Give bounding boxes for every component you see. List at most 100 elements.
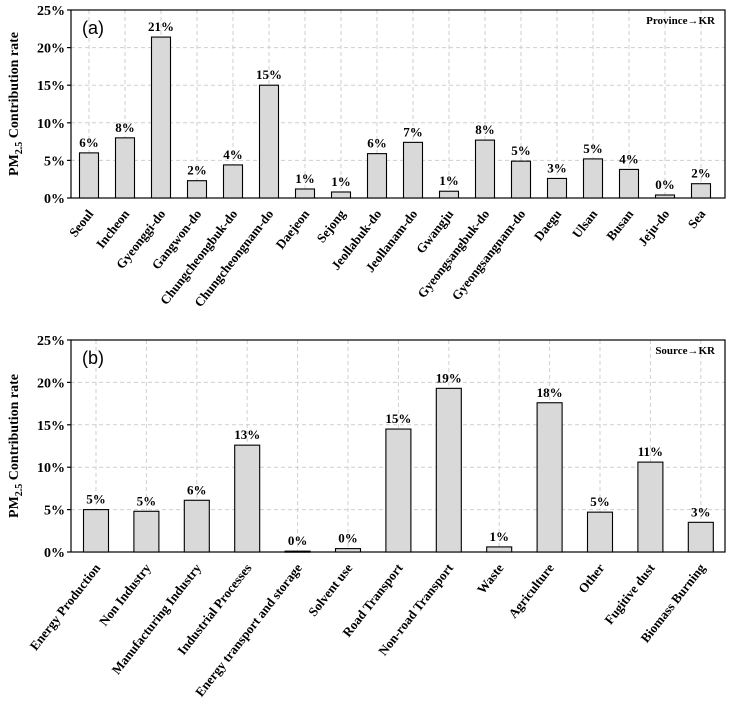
x-tick-label: Energy transport and storage (192, 560, 305, 699)
x-tick-label: Manufacturing Industry (109, 560, 205, 677)
bar (82, 509, 110, 553)
bar (222, 164, 244, 199)
bar (687, 521, 714, 553)
data-label: 0% (338, 531, 358, 546)
data-label: 8% (475, 122, 495, 137)
bar (637, 461, 664, 553)
x-tick-label: Agriculture (505, 560, 557, 620)
bar (186, 180, 208, 199)
y-tick-label: 20% (37, 42, 65, 57)
bar (258, 84, 280, 199)
bar (402, 141, 424, 199)
x-tick-label: Solvent use (305, 560, 355, 619)
bar (586, 511, 614, 553)
y-tick-label: 25% (37, 334, 65, 349)
data-label: 11% (638, 444, 663, 459)
data-label: 4% (619, 151, 639, 166)
bar (334, 548, 362, 553)
bar (183, 499, 210, 553)
chart-panel-a: 0%5%10%15%20%25%6%Seoul8%Incheon21%Gyeon… (7, 4, 726, 310)
data-label: 1% (331, 174, 351, 189)
data-label: 1% (295, 171, 315, 186)
y-axis-title-rest: Contribution rate (7, 32, 22, 142)
data-label: 18% (537, 385, 563, 400)
data-label: 0% (288, 533, 308, 548)
data-label: 6% (79, 135, 99, 150)
y-tick-label: 15% (37, 419, 65, 434)
data-label: 19% (436, 370, 462, 385)
x-tick-label: Jeju-do (635, 207, 673, 249)
y-axis-title: PM2.5 Contribution rate (7, 374, 25, 518)
x-tick-label: Daegu (531, 207, 565, 244)
bar (366, 153, 388, 199)
data-label: 0% (655, 177, 675, 192)
panel-corner-label: Source→KR (655, 345, 716, 357)
y-tick-label: 5% (44, 154, 65, 169)
y-tick-label: 10% (37, 461, 65, 476)
x-tick-label: Ulsan (569, 206, 601, 241)
y-axis-title-rest: Contribution rate (7, 374, 22, 484)
data-label: 4% (223, 147, 243, 162)
data-label: 15% (256, 67, 282, 82)
bar (294, 188, 316, 199)
y-axis-title-main: PM (7, 154, 22, 176)
bar (474, 139, 496, 199)
plot-frame (70, 9, 726, 199)
data-label: 3% (691, 504, 711, 519)
bar (582, 158, 604, 199)
y-tick-label: 5% (44, 504, 65, 519)
bar (435, 387, 462, 553)
x-tick-label: Waste (474, 560, 507, 596)
data-label: 5% (511, 143, 531, 158)
bar (654, 194, 676, 199)
y-axis-title-main: PM (7, 496, 22, 518)
bar (536, 402, 563, 553)
data-label: 1% (439, 173, 459, 188)
x-tick-label: Other (575, 560, 607, 596)
y-tick-label: 0% (44, 546, 65, 561)
bar (234, 444, 261, 553)
panel-corner-label: Province→KR (646, 15, 716, 27)
panel-label: (b) (82, 348, 104, 368)
bar (114, 137, 136, 199)
y-axis-title-subscript: 2.5 (14, 484, 25, 497)
bar (546, 177, 568, 199)
y-tick-label: 25% (37, 4, 65, 19)
bar (690, 183, 712, 199)
x-tick-label: Non Industry (96, 560, 154, 629)
bar (510, 160, 532, 199)
x-tick-label: Seoul (66, 206, 97, 239)
x-tick-label: Busan (603, 206, 637, 243)
data-label: 5% (583, 141, 603, 156)
y-axis-title: PM2.5 Contribution rate (7, 32, 25, 176)
chart-panel-b: 0% 5% 10% 15% 20% 25% 5% Energy Production 5% Non… (7, 334, 726, 699)
data-label: 5% (137, 493, 157, 508)
y-tick-label: 20% (37, 376, 65, 391)
data-label: 5% (86, 492, 106, 507)
x-tick-label: Sejong (313, 206, 348, 245)
bar (284, 550, 311, 553)
data-label: 2% (187, 163, 207, 178)
y-tick-label: 15% (37, 79, 65, 94)
x-tick-label: Fugitive dust (601, 560, 658, 627)
data-label: 5% (590, 494, 610, 509)
x-tick-label: Sea (685, 206, 709, 231)
bar (150, 36, 172, 199)
data-label: 6% (187, 482, 207, 497)
bar (133, 510, 160, 553)
data-label: 7% (403, 124, 423, 139)
x-tick-label: Daejeon (273, 206, 313, 252)
data-label: 6% (367, 136, 387, 151)
data-label: 2% (691, 166, 711, 181)
y-axis-title-subscript: 2.5 (14, 142, 25, 155)
panel-label: (a) (82, 18, 104, 38)
y-tick-label: 10% (37, 117, 65, 132)
bar (78, 152, 100, 199)
bar (486, 546, 513, 553)
data-label: 15% (385, 411, 411, 426)
data-label: 3% (547, 160, 567, 175)
bar (618, 168, 640, 199)
data-label: 8% (115, 120, 135, 135)
bar (330, 191, 352, 199)
